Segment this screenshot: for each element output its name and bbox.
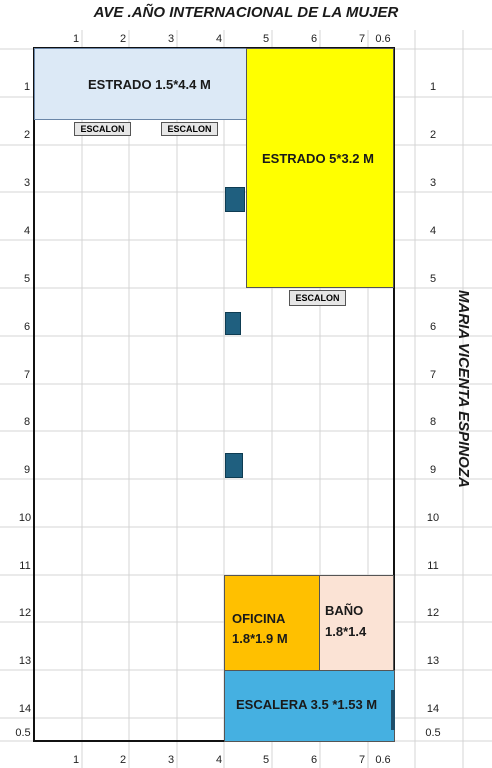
column-block xyxy=(225,312,241,335)
right-tick: 4 xyxy=(429,225,437,237)
bottom-tick: 1 xyxy=(72,754,80,766)
step-escalon: ESCALON xyxy=(289,290,346,306)
step-escalon: ESCALON xyxy=(74,122,131,136)
estrado-small-room: ESTRADO 1.5*4.4 M xyxy=(34,48,247,120)
top-tick: 5 xyxy=(262,33,270,45)
right-tick: 12 xyxy=(426,607,440,619)
left-tick: 11 xyxy=(19,560,31,572)
oficina-size: 1.8*1.9 M xyxy=(232,631,288,646)
right-tick: 3 xyxy=(429,177,437,189)
bottom-tick: 7 xyxy=(358,754,366,766)
right-tick: 13 xyxy=(426,655,440,667)
left-tick: 6 xyxy=(23,321,31,333)
top-tick: 4 xyxy=(215,33,223,45)
left-tick: 13 xyxy=(18,655,32,667)
bano-size: 1.8*1.4 xyxy=(325,624,367,639)
left-tick: 10 xyxy=(18,512,32,524)
plan-title: AVE .AÑO INTERNACIONAL DE LA MUJER xyxy=(93,4,399,21)
bottom-tick: 0.6 xyxy=(375,754,391,766)
left-tick: 5 xyxy=(23,273,31,285)
estrado-big-label: ESTRADO 5*3.2 M xyxy=(262,151,374,166)
right-tick: 8 xyxy=(429,416,437,428)
top-tick: 3 xyxy=(167,33,175,45)
estrado-small-label: ESTRADO 1.5*4.4 M xyxy=(88,77,211,92)
left-tick: 2 xyxy=(23,129,31,141)
left-tick: 3 xyxy=(23,177,31,189)
right-tick: 6 xyxy=(429,321,437,333)
left-tick: 12 xyxy=(18,607,32,619)
right-tick: 9 xyxy=(429,464,437,476)
right-tick: 5 xyxy=(429,273,437,285)
right-tick: 1 xyxy=(429,81,437,93)
right-tick: 11 xyxy=(427,560,439,572)
bottom-tick: 4 xyxy=(215,754,223,766)
step-escalon: ESCALON xyxy=(161,122,218,136)
right-tick: 7 xyxy=(429,369,437,381)
right-tick: 10 xyxy=(426,512,440,524)
top-tick: 0.6 xyxy=(375,33,391,45)
bottom-tick: 2 xyxy=(119,754,127,766)
right-tick: 2 xyxy=(429,129,437,141)
left-tick: 4 xyxy=(23,225,31,237)
left-tick: 1 xyxy=(23,81,31,93)
oficina-label: OFICINA xyxy=(232,611,286,626)
bottom-tick: 6 xyxy=(310,754,318,766)
oficina-room: OFICINA 1.8*1.9 M xyxy=(224,575,320,671)
escalera-room: ESCALERA 3.5 *1.53 M xyxy=(224,670,395,742)
left-tick: 9 xyxy=(23,464,31,476)
top-tick: 7 xyxy=(358,33,366,45)
left-tick: 14 xyxy=(18,703,32,715)
right-tick: 14 xyxy=(426,703,440,715)
escalera-label: ESCALERA 3.5 *1.53 M xyxy=(236,697,378,712)
bano-label: BAÑO xyxy=(325,603,364,618)
bottom-tick: 3 xyxy=(167,754,175,766)
column-block xyxy=(225,187,245,212)
street-label: MARIA VICENTA ESPINOZA xyxy=(455,290,472,488)
left-tick: 0.5 xyxy=(15,727,31,739)
escalera-door-mark xyxy=(391,690,395,730)
top-tick: 1 xyxy=(72,33,80,45)
bottom-tick: 5 xyxy=(262,754,270,766)
top-tick: 2 xyxy=(119,33,127,45)
bano-room: BAÑO 1.8*1.4 xyxy=(319,575,394,671)
estrado-big-room: ESTRADO 5*3.2 M xyxy=(246,48,394,288)
right-tick: 0.5 xyxy=(425,727,441,739)
left-tick: 7 xyxy=(23,369,31,381)
top-tick: 6 xyxy=(310,33,318,45)
left-tick: 8 xyxy=(23,416,31,428)
column-block xyxy=(225,453,243,478)
